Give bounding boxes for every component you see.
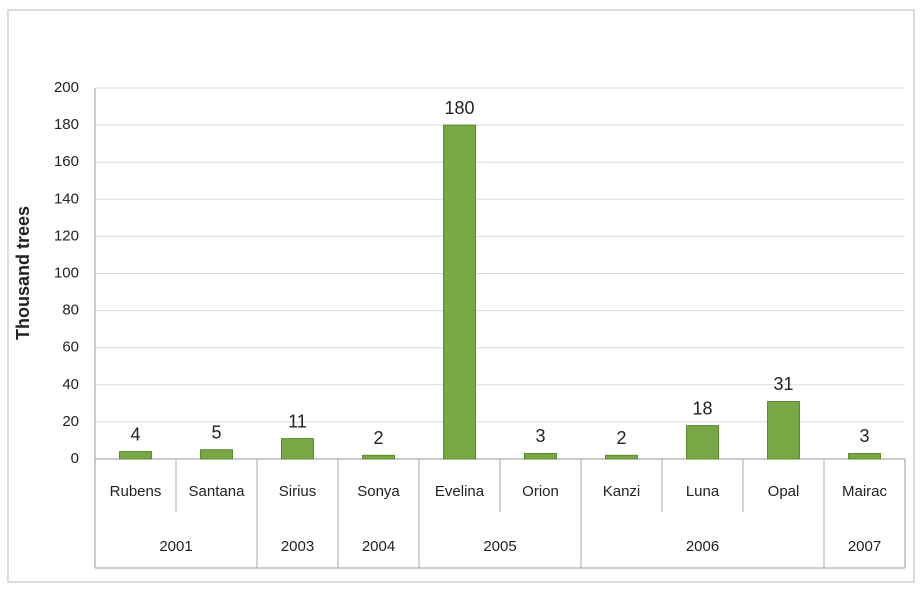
group-label: 2005 (483, 538, 516, 555)
bar (605, 454, 638, 460)
y-tick-label: 140 (54, 190, 79, 207)
y-tick-label: 120 (54, 227, 79, 244)
value-label: 3 (535, 426, 545, 446)
value-label: 3 (859, 426, 869, 446)
x-tick-label: Evelina (435, 483, 485, 500)
x-tick-label: Sonya (357, 483, 400, 500)
x-tick-label: Mairac (842, 483, 888, 500)
bar (362, 454, 395, 460)
y-tick-label: 80 (62, 302, 79, 319)
y-tick-label: 180 (54, 116, 79, 133)
x-tick-label: Opal (768, 483, 800, 500)
y-tick-label: 200 (54, 79, 79, 96)
group-label: 2004 (362, 538, 395, 555)
value-label: 31 (773, 374, 793, 394)
group-label: 2001 (159, 538, 192, 555)
x-tick-label: Luna (686, 483, 720, 500)
value-label: 18 (692, 398, 712, 418)
group-label: 2003 (281, 538, 314, 555)
x-tick-label: Kanzi (603, 483, 641, 500)
bar (119, 451, 152, 460)
y-tick-label: 0 (71, 450, 79, 467)
y-tick-label: 100 (54, 264, 79, 281)
x-tick-label: Rubens (110, 483, 162, 500)
y-tick-label: 40 (62, 376, 79, 393)
value-label: 5 (211, 422, 221, 442)
value-label: 2 (616, 428, 626, 448)
group-label: 2006 (686, 538, 719, 555)
bar (443, 124, 476, 460)
x-tick-label: Orion (522, 483, 559, 500)
value-label: 11 (288, 411, 307, 431)
value-label: 4 (130, 424, 140, 444)
value-label: 2 (373, 428, 383, 448)
x-tick-label: Santana (189, 483, 246, 500)
bar (200, 449, 233, 460)
y-axis-title: Thousand trees (13, 206, 33, 340)
y-tick-label: 160 (54, 153, 79, 170)
value-label: 180 (444, 98, 474, 118)
group-label: 2007 (848, 538, 881, 555)
y-tick-label: 20 (62, 413, 79, 430)
bar (848, 452, 881, 460)
bar (686, 425, 719, 460)
bar (524, 452, 557, 460)
x-tick-label: Sirius (279, 483, 317, 500)
y-tick-label: 60 (62, 339, 79, 356)
bar (281, 438, 314, 460)
bar (767, 400, 800, 460)
